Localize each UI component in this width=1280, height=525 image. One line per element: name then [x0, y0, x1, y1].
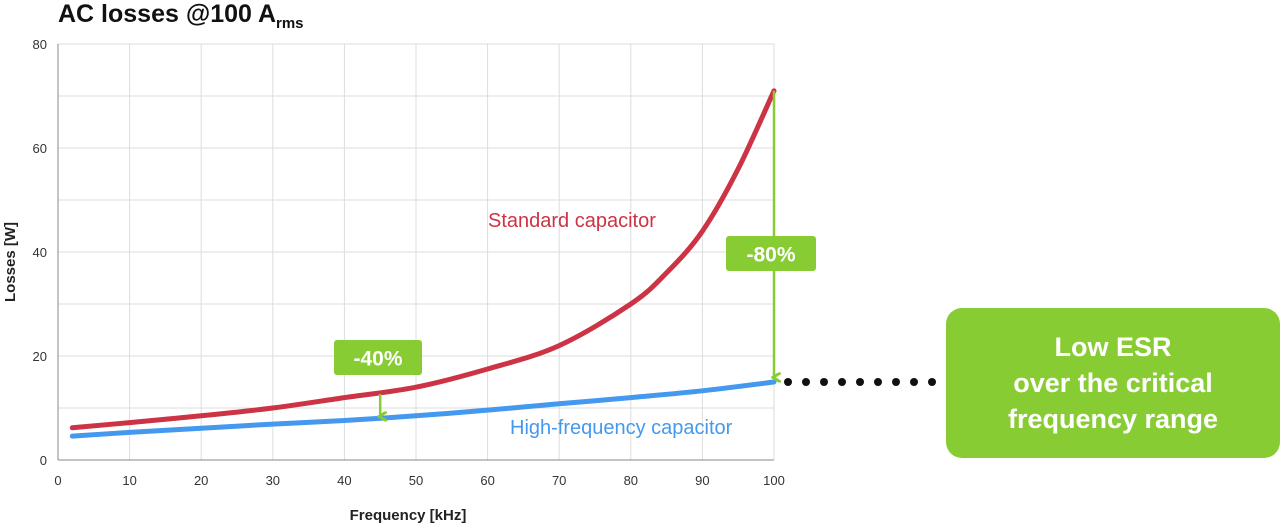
connector-dot — [784, 378, 792, 386]
series-line-standard — [69, 88, 777, 431]
x-axis-label: Frequency [kHz] — [350, 507, 467, 524]
connector-dot — [838, 378, 846, 386]
x-tick-label-40: 40 — [337, 473, 351, 488]
grid — [57, 43, 775, 461]
dotted-connector — [784, 378, 936, 386]
x-tick-label-80: 80 — [624, 473, 638, 488]
annotations: -40% -80% — [334, 90, 816, 417]
x-tick-label-30: 30 — [266, 473, 280, 488]
annotation-label-1: -80% — [746, 244, 795, 267]
connector-dot — [928, 378, 936, 386]
x-tick-label-0: 0 — [54, 473, 61, 488]
x-tick-label-10: 10 — [122, 473, 136, 488]
series-line-high-frequency — [69, 379, 777, 439]
y-axis-label: Losses [W] — [2, 222, 19, 302]
annotation-badge-1 — [726, 236, 816, 271]
x-tick-label-20: 20 — [194, 473, 208, 488]
y-tick-label-60: 60 — [33, 141, 47, 156]
annotation-badge-0 — [334, 340, 422, 375]
x-tick-label-70: 70 — [552, 473, 566, 488]
connector-dot — [856, 378, 864, 386]
connector-dot — [892, 378, 900, 386]
chart-title-subscript: rms — [276, 15, 304, 32]
tick-labels: 0 10 20 30 40 50 60 70 80 90 100 0 20 40 60 80 — [33, 37, 785, 488]
connector-dot — [802, 378, 810, 386]
x-tick-label-90: 90 — [695, 473, 709, 488]
connector-dot — [874, 378, 882, 386]
connector-dot — [820, 378, 828, 386]
y-tick-label-40: 40 — [33, 245, 47, 260]
callout-line-3: frequency range — [1007, 404, 1219, 434]
series-label-high-frequency: High-frequency capacitor — [510, 417, 733, 439]
x-tick-label-50: 50 — [409, 473, 423, 488]
y-tick-label-0: 0 — [40, 453, 47, 468]
callout-line-2: over the critical — [1013, 368, 1213, 398]
series-lines — [69, 88, 777, 439]
x-tick-label-100: 100 — [763, 473, 785, 488]
series-label-standard: Standard capacitor — [488, 210, 656, 232]
x-tick-label-60: 60 — [480, 473, 494, 488]
axes — [57, 44, 774, 461]
annotation-label-0: -40% — [353, 348, 402, 371]
y-tick-label-20: 20 — [33, 349, 47, 364]
chart-title-main: AC losses @100 A — [58, 0, 276, 28]
connector-dot — [910, 378, 918, 386]
callout-box: Low ESR over the critical frequency rang… — [946, 308, 1280, 458]
y-tick-label-80: 80 — [33, 37, 47, 52]
chart-title: AC losses @100 Arms — [58, 0, 304, 32]
callout-line-1: Low ESR — [1054, 332, 1172, 362]
